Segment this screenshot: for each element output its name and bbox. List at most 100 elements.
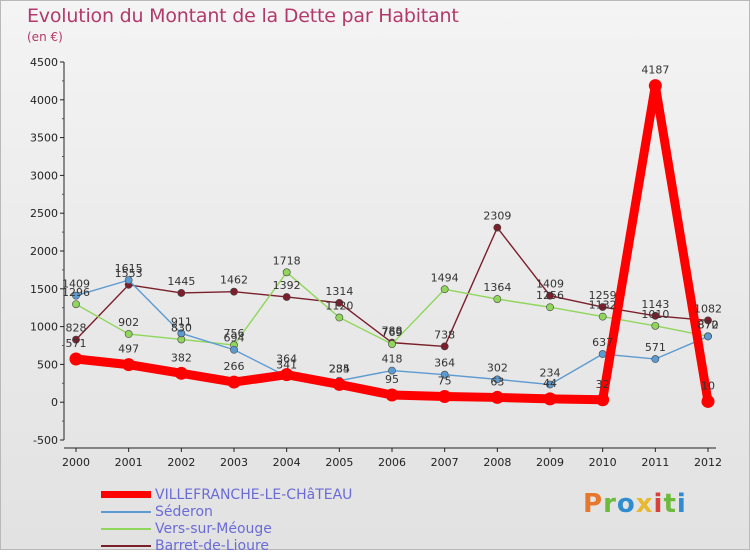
data-label: 497 [118,343,139,356]
data-point [177,329,186,338]
chart-subtitle: (en €) [27,30,63,44]
x-tick-label: 2004 [273,456,301,469]
data-label: 1143 [641,298,669,311]
data-point [230,345,238,354]
data-point [332,377,346,391]
data-point [490,390,504,404]
x-tick-label: 2008 [483,456,511,469]
x-tick-label: 2012 [694,456,722,469]
legend-swatch [101,544,151,547]
data-point [543,392,557,406]
data-label: 1409 [62,278,90,291]
x-tick-label: 2010 [589,456,617,469]
y-tick-label: 1500 [30,283,58,296]
data-label: 32 [596,378,610,391]
data-point [651,311,660,320]
data-label: 1615 [115,262,143,275]
data-label: 235 [329,362,350,375]
x-tick-label: 2003 [220,456,248,469]
data-label: 769 [382,326,403,339]
y-tick-label: 4000 [30,94,58,107]
data-point [438,390,452,404]
data-point [385,388,399,402]
data-label: 1296 [62,286,90,299]
data-label: 571 [66,337,87,350]
data-point [280,368,294,382]
data-point [72,300,80,309]
x-tick-label: 2001 [115,456,143,469]
data-label: 1392 [273,279,301,292]
legend-label: Vers-sur-Méouge [155,520,272,537]
data-point [651,355,660,363]
legend-swatch [101,527,151,530]
y-tick-label: 2000 [30,245,58,258]
data-label: 1364 [483,281,511,294]
data-label: 870 [698,318,719,331]
data-point [440,370,449,379]
data-label: 1259 [589,289,617,302]
data-point [648,79,662,93]
data-label: 1409 [536,278,564,291]
legend-swatch [101,510,151,513]
data-point [704,316,712,325]
data-point [546,291,554,300]
data-label: 364 [276,353,297,366]
data-point [335,298,344,307]
data-point [493,375,502,384]
data-point [227,375,241,389]
data-point [174,366,188,380]
x-tick-label: 2011 [641,456,669,469]
data-label: 1718 [273,254,301,267]
legend: VILLEFRANCHE-LE-CHâTEAU Séderon Vers-sur-M… [101,486,352,554]
data-point [598,303,607,311]
data-label: 911 [171,315,192,328]
data-point [282,293,291,301]
legend-item: Barret-de-Lioure [101,537,352,554]
data-label: 637 [592,336,613,349]
data-label: 266 [224,360,245,373]
legend-label: Séderon [155,503,213,520]
data-point [124,330,133,338]
data-point [440,342,449,351]
data-point [388,366,396,375]
data-label: 234 [540,367,561,380]
data-point [230,287,238,296]
data-point [122,358,136,372]
data-point [440,285,449,294]
legend-item: Vers-sur-Méouge [101,520,352,537]
x-tick-label: 2002 [167,456,195,469]
y-tick-label: 1000 [30,321,58,334]
data-label: 382 [171,351,192,364]
data-label: 1256 [536,289,564,302]
legend-label: Barret-de-Lioure [155,537,270,554]
y-tick-label: 4500 [30,56,58,69]
data-point [72,335,80,344]
data-label: 738 [434,328,455,341]
data-label: 902 [118,316,139,329]
data-label: 364 [434,357,455,370]
x-tick-label: 2009 [536,456,564,469]
data-point [493,223,502,232]
data-label: 756 [224,327,245,340]
data-point [335,313,344,322]
y-tick-label: 3500 [30,132,58,145]
data-point [282,268,291,277]
legend-item: Séderon [101,503,352,520]
data-label: 284 [329,363,350,376]
data-label: 44 [543,377,557,390]
y-tick-label: 0 [51,396,58,409]
data-point [493,295,502,303]
chart-title: Evolution du Montant de la Dette par Hab… [27,5,459,27]
data-point [124,276,133,285]
data-point [701,394,715,408]
y-tick-label: 500 [37,358,58,371]
data-point [598,350,607,358]
data-point [704,332,712,341]
y-tick-label: 2500 [30,207,58,220]
data-label: 4187 [641,64,669,77]
data-point [72,291,80,300]
data-point [546,380,554,389]
data-label: 1314 [325,285,353,298]
